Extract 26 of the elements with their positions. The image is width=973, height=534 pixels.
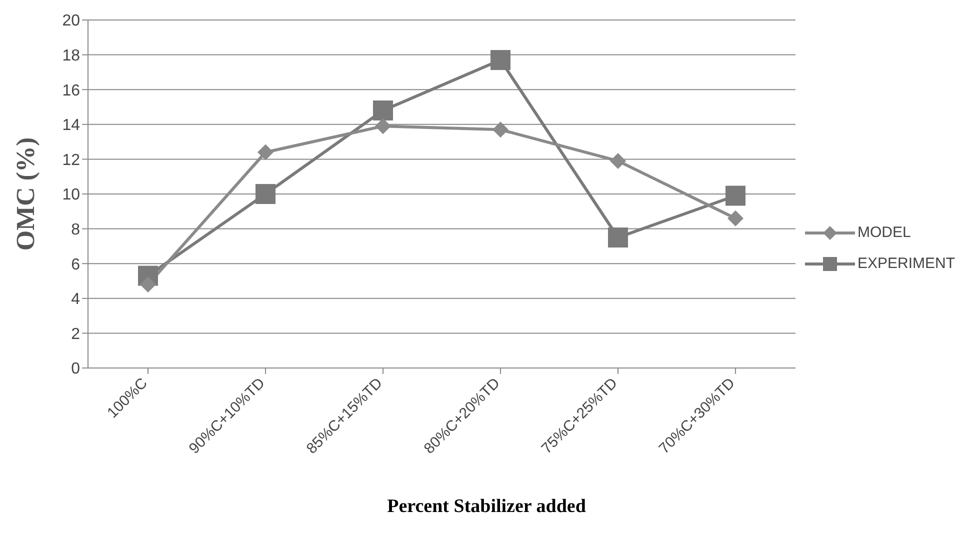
y-tick-label: 8 [71, 221, 80, 238]
point [492, 122, 508, 138]
y-tick-label: 16 [62, 82, 80, 100]
point [608, 228, 628, 248]
point [727, 210, 744, 226]
point [374, 118, 391, 134]
y-tick-label: 20 [62, 12, 80, 30]
point [372, 100, 393, 120]
x-axis-title: Percent Stabilizer added [386, 496, 587, 518]
y-tick-label: 10 [62, 186, 80, 204]
y-tick-label: 4 [71, 291, 80, 308]
point [255, 184, 276, 204]
point [610, 152, 626, 169]
y-tick-label: 0 [71, 360, 80, 378]
y-tick-label: 18 [62, 47, 80, 64]
y-axis-title: OMC (%) [11, 137, 40, 251]
y-tick-label: 6 [71, 256, 80, 274]
point [257, 144, 274, 160]
y-tick-label: 14 [62, 117, 80, 134]
legend-label: MODEL [857, 224, 911, 241]
point [140, 276, 156, 292]
point [725, 186, 746, 206]
point [490, 50, 510, 70]
y-tick-label: 12 [62, 152, 80, 169]
legend-label: EXPERIMENT [857, 255, 955, 272]
y-tick-label: 2 [71, 326, 80, 343]
